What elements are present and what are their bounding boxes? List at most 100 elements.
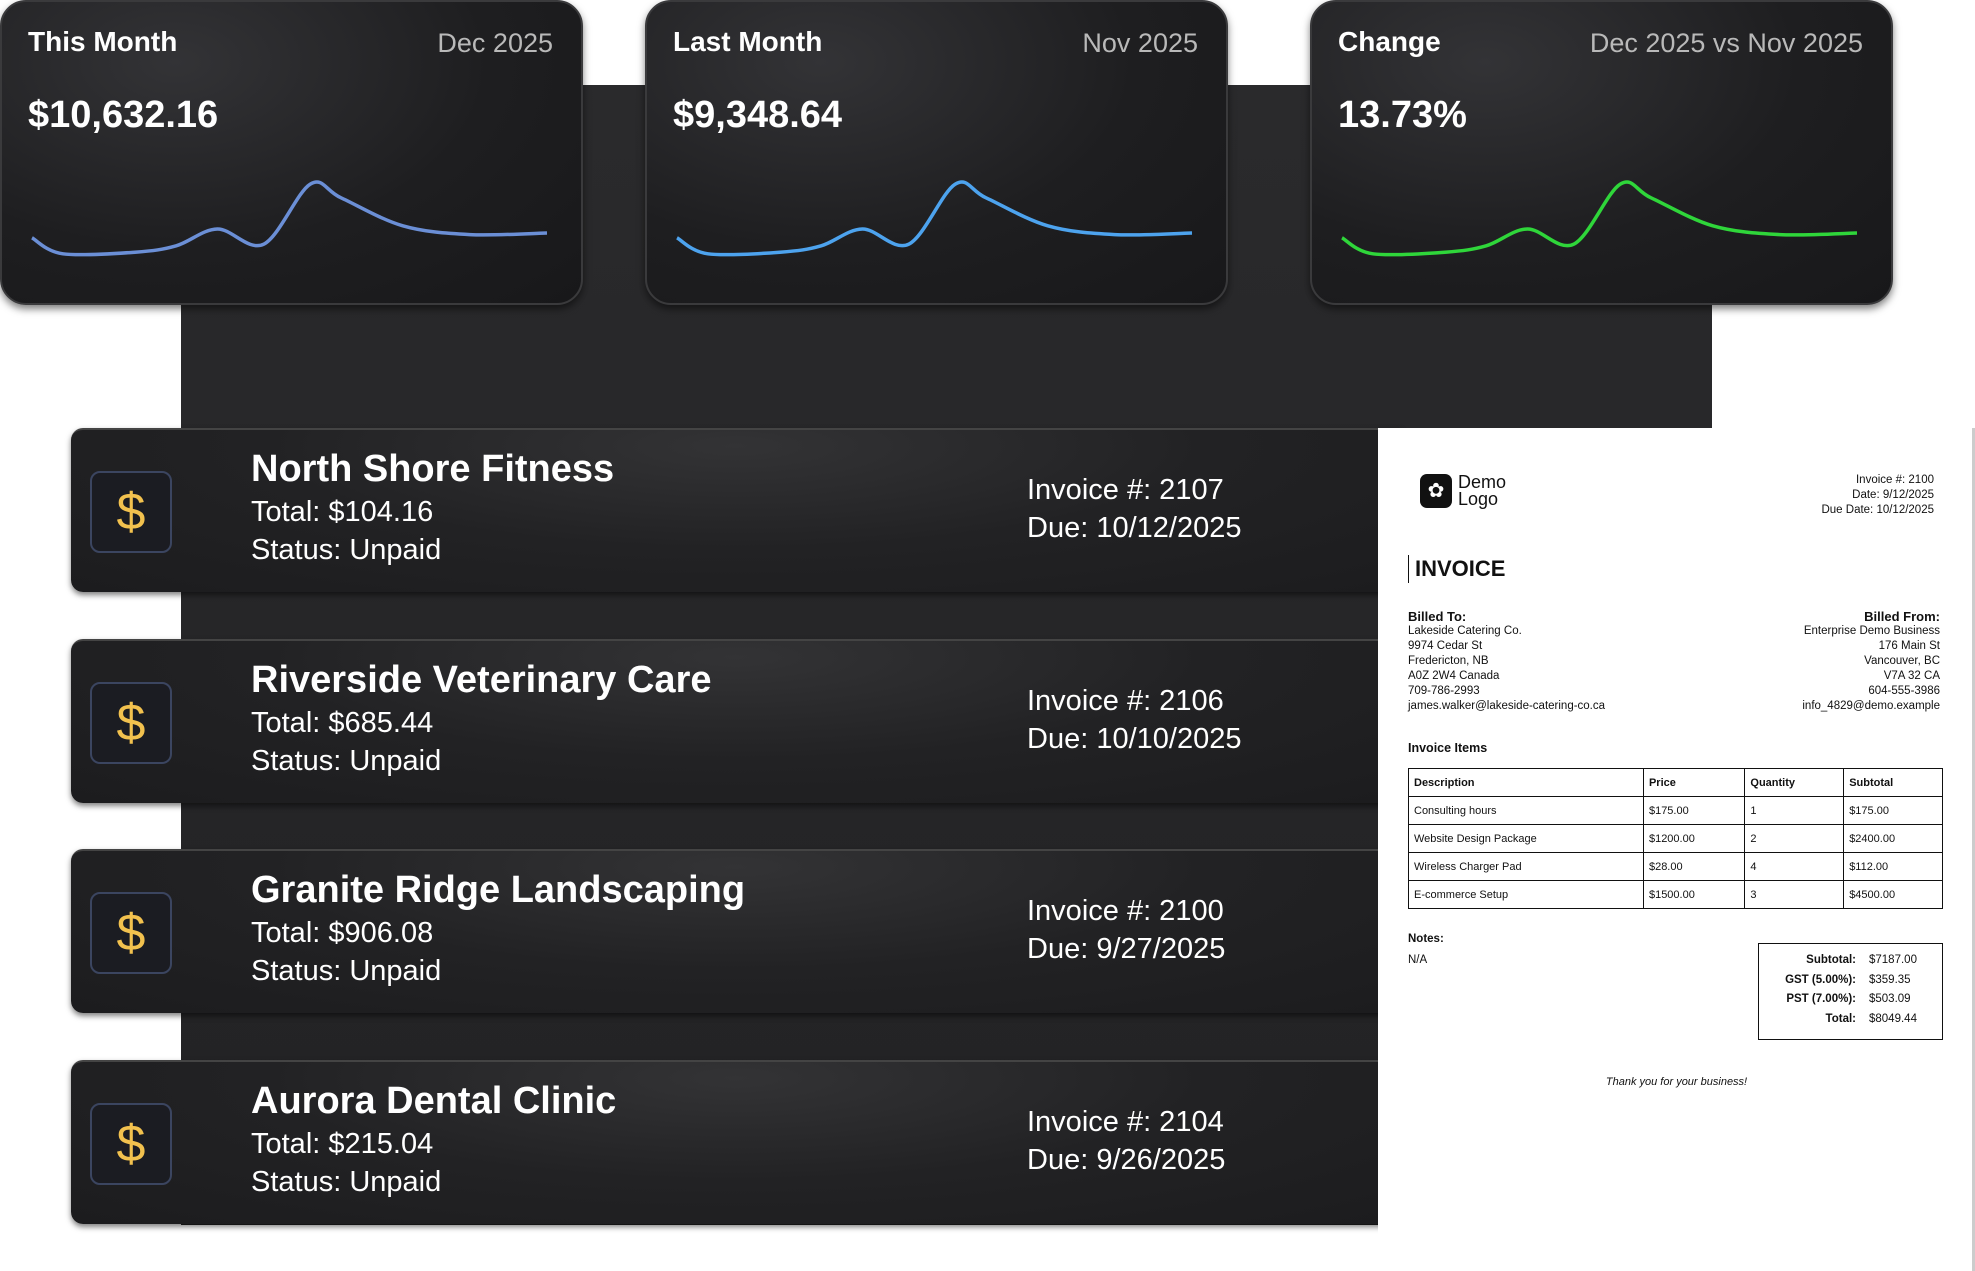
invoice-status: Status: Unpaid <box>251 1166 442 1198</box>
item-cell: $175.00 <box>1843 796 1943 825</box>
billed-from-line: V7A 32 CA <box>1883 670 1940 682</box>
invoice-number: Invoice #: 2104 <box>1027 1106 1224 1138</box>
summary-box: Subtotal: $7187.00 GST (5.00%): $359.35 PST … <box>1758 943 1943 1040</box>
summary-line: PST (7.00%): $503.09 <box>1759 993 1942 1013</box>
invoice-total: Total: $906.08 <box>251 917 434 949</box>
invoice-number: Invoice #: 2106 <box>1027 685 1224 717</box>
summary-line: GST (5.00%): $359.35 <box>1759 974 1942 994</box>
notes-label: Notes: <box>1408 933 1444 945</box>
invoice-number: Invoice #: 2100 <box>1855 474 1934 486</box>
column-header: Quantity <box>1744 768 1845 797</box>
invoice-meta: Invoice #: 2100 Date: 9/12/2025 Due Date… <box>1821 473 1934 518</box>
summary-value: $7187.00 <box>1869 954 1917 966</box>
invoice-total: Total: $104.16 <box>251 496 434 528</box>
billed-to: Billed To: Lakeside Catering Co. 9974 Ceda… <box>1408 609 1605 714</box>
client-name: Granite Ridge Landscaping <box>251 869 746 911</box>
summary-label: GST (5.00%): <box>1785 973 1856 986</box>
billed-from: Billed From: Enterprise Demo Business 176 … <box>1802 609 1940 714</box>
client-name: Aurora Dental Clinic <box>251 1080 617 1122</box>
summary-line: Total: $8049.44 <box>1759 1013 1942 1033</box>
invoice-row[interactable]: $ Aurora Dental Clinic Total: $215.04 Statu… <box>71 1060 1401 1224</box>
sparkline-chart <box>676 180 1193 257</box>
invoice-number: Invoice #: 2107 <box>1027 474 1224 506</box>
invoice-row[interactable]: $ North Shore Fitness Total: $104.16 Status… <box>71 428 1401 592</box>
invoice-due: Due: 10/10/2025 <box>1027 723 1242 755</box>
billed-to-line: A0Z 2W4 Canada <box>1408 670 1500 682</box>
item-cell: $1200.00 <box>1642 824 1746 853</box>
invoice-due: Due: 10/12/2025 <box>1027 512 1242 544</box>
card-period: Dec 2025 <box>437 28 553 58</box>
logo-icon: ✿ <box>1420 474 1452 508</box>
column-header: Price <box>1642 768 1746 797</box>
card-title: Last Month <box>673 26 823 57</box>
client-name: Riverside Veterinary Care <box>251 659 712 701</box>
item-cell: 4 <box>1744 852 1845 881</box>
invoice-status: Status: Unpaid <box>251 955 442 987</box>
stat-card-this-month: This Month Dec 2025 $10,632.16 <box>0 0 583 305</box>
invoice-row[interactable]: $ Granite Ridge Landscaping Total: $906.08… <box>71 849 1401 1013</box>
billed-from-line: 604-555-3986 <box>1868 685 1940 697</box>
invoice-total: Total: $685.44 <box>251 707 434 739</box>
logo-text: Demo <box>1458 472 1507 492</box>
billed-from-line: Enterprise Demo Business <box>1803 625 1940 637</box>
item-cell: Wireless Charger Pad <box>1408 852 1644 881</box>
billed-from-line: Vancouver, BC <box>1864 655 1940 667</box>
invoice-preview: ✿ Demo Logo Invoice #: 2100 Date: 9/12/20… <box>1378 428 1975 1271</box>
item-cell: Website Design Package <box>1408 824 1644 853</box>
item-cell: 2 <box>1744 824 1845 853</box>
billed-from-label: Billed From: <box>1864 609 1940 624</box>
invoice-row[interactable]: $ Riverside Veterinary Care Total: $685.44… <box>71 639 1401 803</box>
item-cell: $175.00 <box>1642 796 1746 825</box>
item-row: Website Design Package $1200.00 2 $2400.00 <box>1408 824 1943 853</box>
card-period: Nov 2025 <box>1082 28 1198 58</box>
card-value: $9,348.64 <box>673 94 843 136</box>
client-name: North Shore Fitness <box>251 448 615 490</box>
column-header: Description <box>1408 768 1644 797</box>
item-row: E-commerce Setup $1500.00 3 $4500.00 <box>1408 880 1943 909</box>
invoice-total: Total: $215.04 <box>251 1128 434 1160</box>
card-title: Change <box>1338 26 1441 57</box>
summary-value: $503.09 <box>1869 993 1911 1005</box>
billed-to-label: Billed To: <box>1408 609 1467 624</box>
summary-label: Total: <box>1825 1012 1856 1025</box>
billed-from-line: 176 Main St <box>1878 640 1940 652</box>
billed-to-line: james.walker@lakeside-catering-co.ca <box>1408 700 1606 712</box>
card-value: $10,632.16 <box>28 94 219 136</box>
sparkline-series <box>1341 180 1858 257</box>
logo-text: Logo <box>1458 489 1499 509</box>
invoice-heading: INVOICE <box>1408 555 1505 583</box>
item-cell: $4500.00 <box>1843 880 1943 909</box>
dollar-icon: $ <box>90 892 172 974</box>
card-title: This Month <box>28 26 178 57</box>
dollar-icon: $ <box>90 1103 172 1185</box>
sparkline-chart <box>31 180 548 257</box>
billed-to-line: Fredericton, NB <box>1408 655 1489 667</box>
card-value: 13.73% <box>1338 94 1467 136</box>
dollar-icon: $ <box>90 682 172 764</box>
summary-label: PST (7.00%): <box>1786 993 1856 1005</box>
dollar-icon: $ <box>90 471 172 553</box>
billed-to-line: Lakeside Catering Co. <box>1408 625 1522 637</box>
invoice-due: Due: 9/26/2025 <box>1027 1144 1226 1176</box>
item-cell: $2400.00 <box>1843 824 1943 853</box>
summary-label: Subtotal: <box>1806 954 1856 966</box>
thanks-message: Thank you for your business! <box>1605 1076 1748 1088</box>
invoice-status: Status: Unpaid <box>251 745 442 777</box>
sparkline-series <box>31 180 548 257</box>
item-cell: Consulting hours <box>1408 796 1644 825</box>
column-header: Subtotal <box>1843 768 1943 797</box>
billed-from-line: info_4829@demo.example <box>1802 700 1940 712</box>
item-cell: 3 <box>1744 880 1845 909</box>
invoice-number: Invoice #: 2100 <box>1027 895 1224 927</box>
item-cell: $28.00 <box>1642 852 1746 881</box>
item-row: Wireless Charger Pad $28.00 4 $112.00 <box>1408 852 1943 881</box>
billed-to-line: 9974 Cedar St <box>1408 640 1483 652</box>
invoice-status: Status: Unpaid <box>251 534 442 566</box>
billed-to-line: 709-786-2993 <box>1408 685 1480 697</box>
invoice-date: Date: 9/12/2025 <box>1852 489 1934 501</box>
summary-value: $359.35 <box>1869 973 1911 986</box>
demo-logo: ✿ Demo Logo <box>1420 472 1507 509</box>
card-period: Dec 2025 vs Nov 2025 <box>1589 28 1863 58</box>
item-cell: $1500.00 <box>1642 880 1746 909</box>
stat-card-change: Change Dec 2025 vs Nov 2025 13.73% <box>1310 0 1893 305</box>
